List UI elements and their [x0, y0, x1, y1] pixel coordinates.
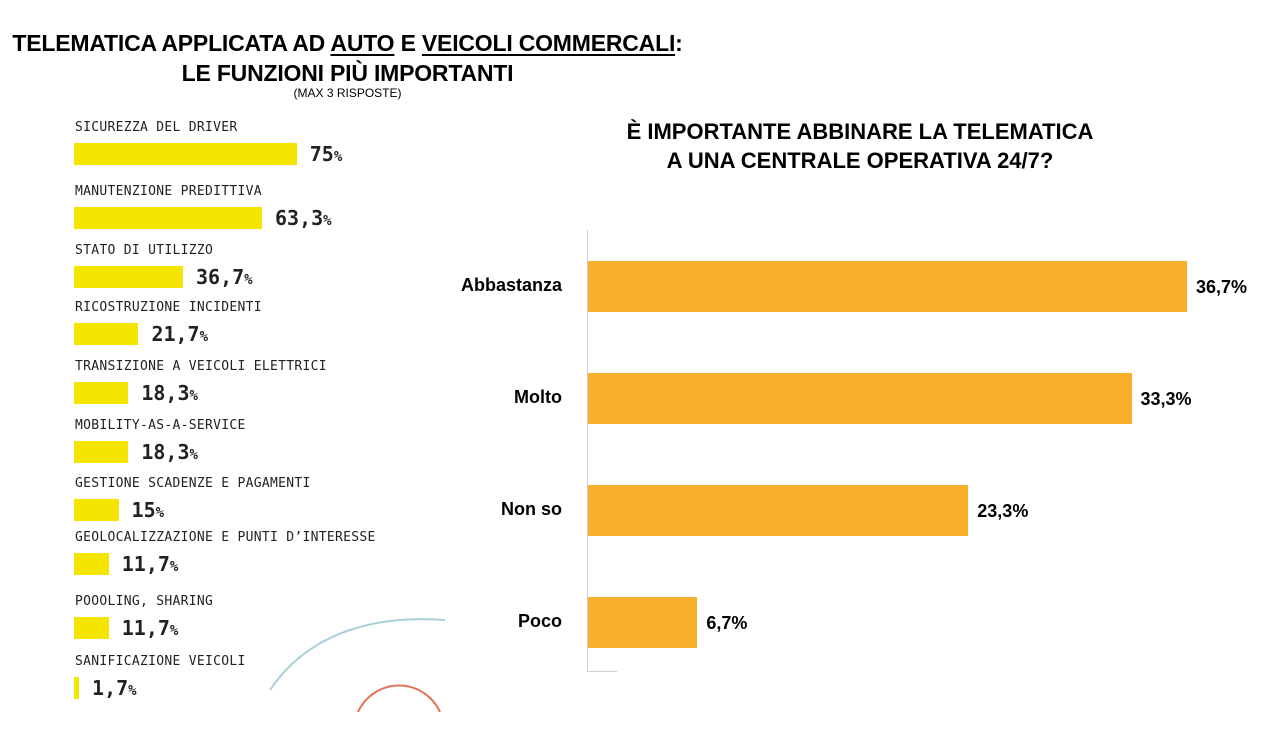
function-value-unit: % — [128, 683, 137, 699]
function-value-number: 18,3 — [141, 381, 190, 405]
function-label: MANUTENZIONE PREDITTIVA — [75, 184, 262, 199]
function-value-number: 11,7 — [121, 616, 170, 640]
function-value-unit: % — [169, 559, 179, 575]
function-bar — [74, 499, 119, 521]
answer-label: Abbastanza — [460, 275, 562, 295]
answer-bar — [588, 485, 969, 536]
title-auto: AUTO — [330, 30, 395, 56]
function-value: 15% — [132, 498, 165, 522]
function-value: 18,3% — [141, 440, 198, 464]
function-value-unit: % — [169, 623, 179, 639]
subtitle: (MAX 3 RISPOSTE) — [293, 86, 402, 100]
answer-label: Molto — [514, 387, 562, 407]
function-value: 1,7% — [92, 676, 137, 700]
function-value: 18,3% — [141, 381, 198, 405]
function-label: STATO DI UTILIZZO — [75, 243, 214, 258]
function-value-unit: % — [199, 329, 209, 345]
decorative-arcs — [269, 618, 445, 712]
function-label: TRANSIZIONE A VEICOLI ELETTRICI — [75, 359, 327, 374]
function-bar — [74, 207, 262, 229]
title-line2: LE FUNZIONI PIÙ IMPORTANTI — [181, 60, 514, 86]
answer-label: Poco — [517, 611, 562, 631]
title-veicoli: VEICOLI COMMERCALI — [421, 30, 676, 56]
function-label: SANIFICAZIONE VEICOLI — [75, 654, 246, 669]
function-bar — [74, 617, 109, 639]
function-label: GESTIONE SCADENZE E PAGAMENTI — [75, 476, 311, 491]
answer-value: 6,7% — [706, 613, 748, 633]
function-value: 36,7% — [196, 265, 253, 289]
function-bar — [74, 553, 109, 575]
function-value-number: 21,7 — [151, 322, 200, 346]
answer-value: 23,3% — [977, 501, 1029, 521]
right-title-line1: È IMPORTANTE ABBINARE LA TELEMATICA — [626, 119, 1094, 144]
answer-label: Non so — [501, 499, 562, 519]
function-value: 11,7% — [122, 616, 179, 640]
function-label: SICUREZZA DEL DRIVER — [75, 120, 238, 135]
function-value-number: 1,7 — [92, 676, 129, 700]
function-value-number: 11,7 — [121, 552, 170, 576]
answer-bar — [588, 261, 1187, 312]
function-value: 75% — [310, 142, 343, 166]
function-bar — [74, 441, 129, 463]
answer-value: 33,3% — [1140, 389, 1192, 409]
function-label: RICOSTRUZIONE INCIDENTI — [75, 300, 262, 315]
function-bar — [74, 323, 139, 345]
function-value: 11,7% — [122, 552, 179, 576]
function-value-number: 36,7 — [195, 265, 245, 289]
answer-bar — [588, 373, 1132, 424]
function-value-number: 18,3 — [141, 440, 190, 464]
function-value-unit: % — [333, 149, 343, 165]
title-prefix: TELEMATICA APPLICATA AD — [12, 30, 331, 56]
answer-value: 36,7% — [1196, 277, 1248, 297]
function-value: 63,3% — [275, 206, 332, 230]
function-bar — [74, 266, 183, 288]
function-value-unit: % — [155, 505, 165, 521]
functions-chart-panel: SICUREZZA DEL DRIVER 75% MANUTENZIONE PRED… — [70, 110, 445, 712]
function-value-number: 75 — [309, 142, 334, 166]
function-value: 21,7% — [151, 322, 208, 346]
function-value-unit: % — [189, 447, 198, 463]
function-label: POOOLING, SHARING — [75, 594, 214, 609]
function-value-number: 63,3 — [275, 206, 324, 230]
title-mid: E — [394, 30, 422, 56]
function-value-number: 15 — [131, 498, 156, 522]
function-value-unit: % — [189, 388, 198, 404]
axis-baseline-tick — [587, 671, 617, 672]
category-axis — [587, 230, 588, 672]
function-label: MOBILITY-AS-A-SERVICE — [75, 418, 246, 433]
right-chart-title: È IMPORTANTE ABBINARE LA TELEMATICA A UN… — [560, 117, 1160, 175]
function-value-unit: % — [323, 213, 332, 229]
function-bar — [74, 143, 297, 165]
function-label: GEOLOCALIZZAZIONE E PUNTI D’INTERESSE — [75, 530, 376, 545]
function-value-unit: % — [244, 272, 253, 288]
right-title-line2: A UNA CENTRALE OPERATIVA 24/7? — [666, 148, 1054, 173]
answer-bar — [588, 597, 698, 648]
main-title: TELEMATICA APPLICATA AD AUTO E VEICOLI C… — [0, 28, 695, 88]
title-colon: : — [675, 30, 683, 56]
function-bar — [74, 382, 129, 404]
function-bar — [74, 677, 80, 699]
